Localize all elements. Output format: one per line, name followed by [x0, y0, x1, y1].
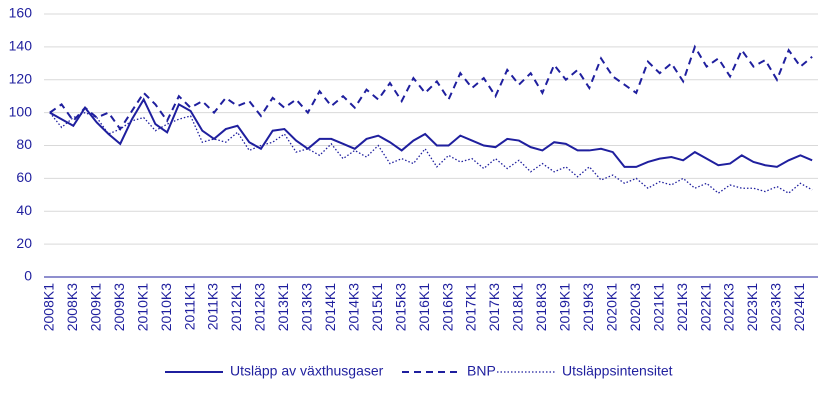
y-tick-label: 120: [9, 70, 33, 86]
x-tick-label: 2013K1: [275, 283, 291, 331]
x-tick-label: 2011K3: [205, 283, 221, 330]
x-tick-label: 2008K3: [64, 283, 80, 331]
x-tick-label: 2021K3: [674, 283, 690, 331]
x-tick-label: 2008K1: [41, 283, 57, 331]
x-tick-label: 2020K3: [627, 283, 643, 331]
x-tick-label: 2023K1: [744, 283, 760, 331]
x-tick-label: 2009K1: [87, 283, 103, 331]
legend-label: BNP: [467, 363, 496, 379]
x-tick-label: 2012K1: [228, 283, 244, 331]
x-tick-label: 2009K3: [111, 283, 127, 331]
series-line: [49, 97, 813, 168]
x-tick-label: 2015K3: [392, 283, 408, 331]
x-tick-label: 2012K3: [252, 283, 268, 331]
x-tick-label: 2018K3: [533, 283, 549, 331]
x-tick-label: 2015K1: [369, 283, 385, 331]
x-tick-label: 2010K1: [134, 283, 150, 331]
y-tick-label: 160: [9, 5, 33, 21]
x-tick-label: 2021K1: [650, 283, 666, 331]
x-tick-label: 2019K3: [580, 283, 596, 331]
y-tick-label: 60: [16, 169, 32, 185]
x-tick-label: 2014K1: [322, 283, 338, 331]
y-tick-label: 40: [16, 202, 32, 218]
y-tick-label: 20: [16, 235, 32, 251]
x-tick-label: 2024K1: [791, 283, 807, 331]
x-tick-label: 2011K1: [181, 283, 197, 330]
x-tick-label: 2013K3: [299, 283, 315, 331]
series-line: [49, 111, 813, 194]
y-tick-label: 0: [24, 268, 32, 284]
y-tick-label: 80: [16, 136, 32, 152]
x-tick-label: 2016K1: [416, 283, 432, 331]
y-tick-label: 100: [9, 103, 33, 119]
legend-label: Utsläppsintensitet: [562, 363, 673, 379]
x-tick-label: 2017K3: [486, 283, 502, 331]
x-tick-label: 2019K1: [557, 283, 573, 331]
x-tick-label: 2016K3: [439, 283, 455, 331]
x-tick-label: 2014K3: [345, 283, 361, 331]
legend-label: Utsläpp av växthusgaser: [230, 363, 384, 379]
x-tick-label: 2023K3: [768, 283, 784, 331]
x-tick-label: 2010K3: [158, 283, 174, 331]
x-tick-label: 2020K1: [603, 283, 619, 331]
y-tick-label: 140: [9, 38, 33, 54]
x-tick-label: 2022K1: [697, 283, 713, 331]
x-tick-label: 2017K1: [463, 283, 479, 331]
series-line: [49, 44, 813, 131]
x-tick-label: 2018K1: [510, 283, 526, 331]
x-tick-label: 2022K3: [721, 283, 737, 331]
